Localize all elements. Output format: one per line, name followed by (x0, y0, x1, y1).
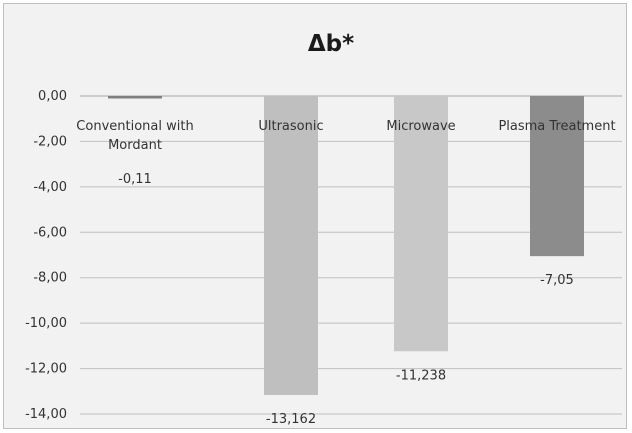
category-label: Ultrasonic (258, 119, 323, 134)
data-label: -13,162 (266, 412, 316, 427)
data-labels: -0,11 -13,162 -11,238 -7,05 (118, 172, 574, 427)
category-label: Mordant (108, 138, 162, 153)
y-tick-label: -12,00 (25, 362, 67, 377)
y-tick-label: 0,00 (38, 89, 67, 104)
bar (394, 96, 448, 352)
bar (530, 96, 584, 257)
category-label: Conventional with (76, 119, 193, 134)
data-label: -11,238 (396, 368, 446, 383)
bars (108, 96, 584, 395)
category-label: Microwave (386, 119, 455, 134)
category-labels: Conventional with Mordant Ultrasonic Microw… (76, 119, 615, 153)
y-tick-label: -6,00 (33, 225, 67, 240)
data-label: -7,05 (540, 273, 574, 288)
y-tick-label: -8,00 (33, 271, 67, 286)
category-label: Plasma Treatment (498, 119, 615, 134)
y-tick-label: -10,00 (25, 316, 67, 331)
bar (108, 96, 162, 99)
y-tick-label: -2,00 (33, 134, 67, 149)
bar (264, 96, 318, 395)
y-tick-label: -4,00 (33, 180, 67, 195)
y-tick-label: -14,00 (25, 407, 67, 422)
y-axis-ticks: 0,00 -2,00 -4,00 -6,00 -8,00 -10,00 -12,00 -14,… (25, 89, 67, 422)
data-label: -0,11 (118, 172, 152, 187)
chart-title: Δb* (308, 31, 354, 57)
